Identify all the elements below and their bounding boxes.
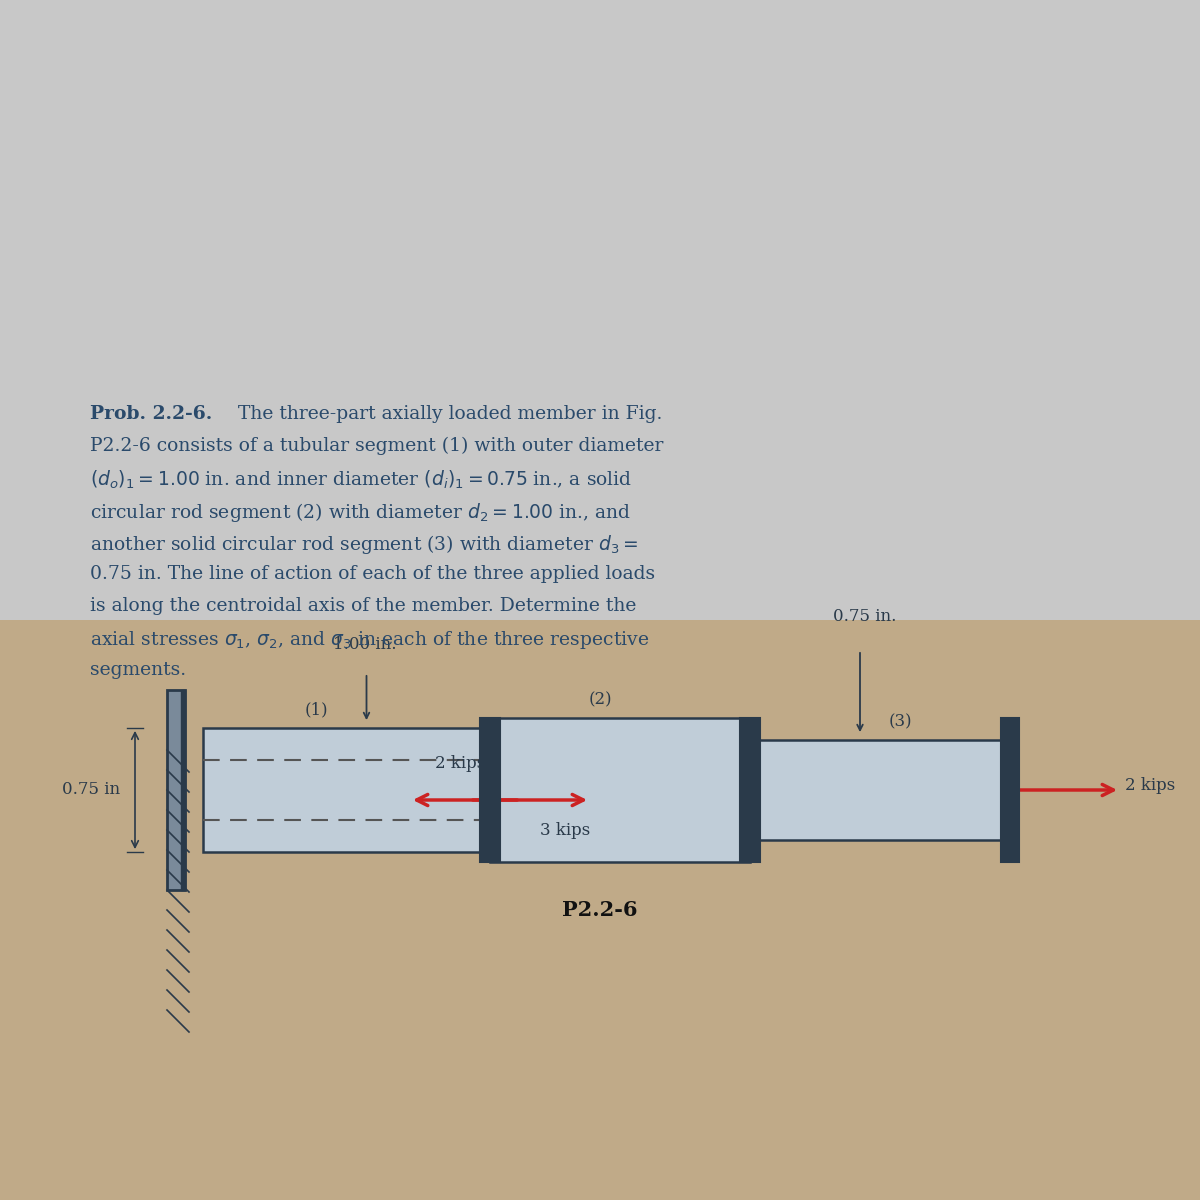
Text: (3): (3) xyxy=(888,713,912,730)
Bar xyxy=(740,718,760,862)
Bar xyxy=(167,690,185,890)
Text: P2.2-6: P2.2-6 xyxy=(563,900,637,920)
Text: Prob. 2.2-6.: Prob. 2.2-6. xyxy=(90,404,212,422)
Text: (2): (2) xyxy=(588,691,612,708)
Text: another solid circular rod segment (3) with diameter $d_3 =$: another solid circular rod segment (3) w… xyxy=(90,533,638,556)
Bar xyxy=(1001,718,1019,862)
Bar xyxy=(203,728,490,852)
Text: segments.: segments. xyxy=(90,661,186,679)
Text: 0.75 in.: 0.75 in. xyxy=(833,608,896,625)
Bar xyxy=(490,718,750,862)
Text: 2 kips: 2 kips xyxy=(434,755,485,772)
Text: 3 kips: 3 kips xyxy=(540,822,590,839)
Text: is along the centroidal axis of the member. Determine the: is along the centroidal axis of the memb… xyxy=(90,596,636,614)
Text: axial stresses $\sigma_1$, $\sigma_2$, and $\sigma_3$ in each of the three respe: axial stresses $\sigma_1$, $\sigma_2$, a… xyxy=(90,629,649,650)
Bar xyxy=(0,620,1200,1200)
Text: The three-part axially loaded member in Fig.: The three-part axially loaded member in … xyxy=(238,404,662,422)
Text: (1): (1) xyxy=(305,701,329,718)
Text: circular rod segment (2) with diameter $d_2 = 1.00$ in., and: circular rod segment (2) with diameter $… xyxy=(90,502,631,524)
Bar xyxy=(0,0,1200,620)
Text: $(d_o)_1 = 1.00$ in. and inner diameter $(d_i)_1 = 0.75$ in., a solid: $(d_o)_1 = 1.00$ in. and inner diameter … xyxy=(90,469,632,491)
Text: 2 kips: 2 kips xyxy=(1126,776,1175,793)
Text: 1.00 in.: 1.00 in. xyxy=(332,636,396,653)
Text: 0.75 in: 0.75 in xyxy=(62,781,120,798)
Text: 0.75 in. The line of action of each of the three applied loads: 0.75 in. The line of action of each of t… xyxy=(90,565,655,583)
Bar xyxy=(480,718,500,862)
Text: P2.2-6 consists of a tubular segment (1) with outer diameter: P2.2-6 consists of a tubular segment (1)… xyxy=(90,437,664,455)
Bar xyxy=(750,740,1010,840)
Bar xyxy=(181,690,185,890)
